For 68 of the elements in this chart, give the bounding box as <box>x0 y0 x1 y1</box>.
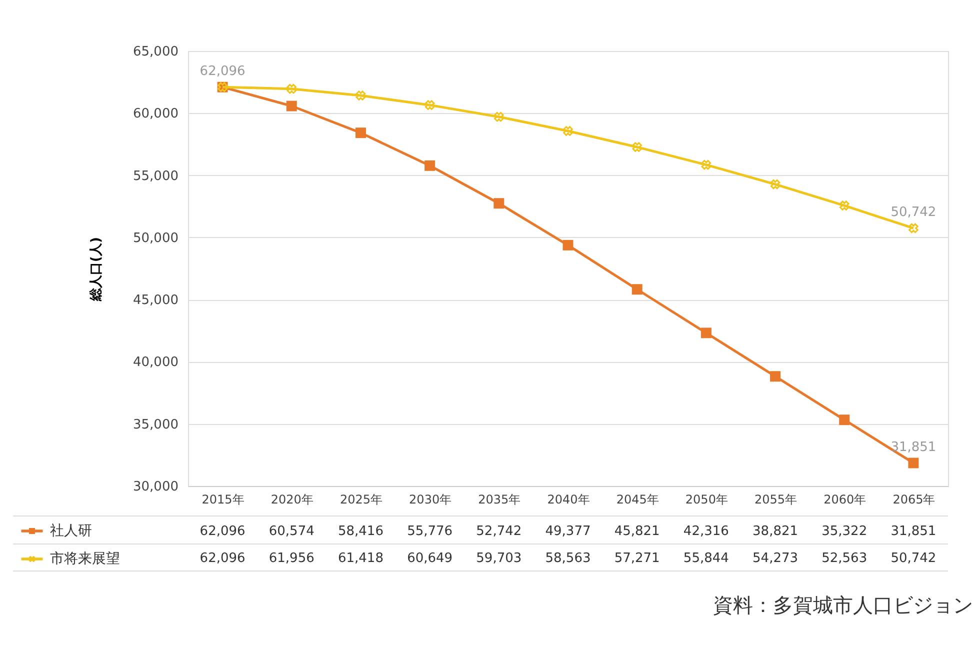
x-tick-label: 2020年 <box>270 492 314 506</box>
x-tick-label: 2065年 <box>892 492 936 506</box>
point <box>632 284 642 295</box>
y-tick-label: 45,000 <box>133 293 178 308</box>
x-tick-label: 2025年 <box>340 492 382 506</box>
x-tick-label: 2050年 <box>685 492 728 506</box>
x-tick-label: 2015年 <box>202 492 244 506</box>
data-label: 60,574 <box>268 524 314 539</box>
point <box>356 90 366 100</box>
point <box>286 84 297 94</box>
y-tick-label: 65,000 <box>133 44 178 60</box>
text: 資料：多賀城市人口ビジョン <box>713 593 973 617</box>
x-tick-label: 2035年 <box>478 492 521 506</box>
x-tick-label: 2045年 <box>616 492 659 506</box>
data-label: 35,322 <box>822 524 868 539</box>
point <box>770 179 780 190</box>
annotation: 50,742 <box>890 205 936 220</box>
point <box>632 142 642 152</box>
point <box>355 128 366 138</box>
x-tick-label: 2060年 <box>824 492 866 506</box>
legend-label: 社人研 <box>50 523 92 539</box>
point <box>839 414 850 426</box>
data-label: 49,377 <box>545 524 591 539</box>
point <box>494 112 504 122</box>
point <box>286 100 297 112</box>
data-label: 52,563 <box>822 551 868 566</box>
y-tick-label: 60,000 <box>133 106 178 122</box>
y-axis-title: 総人口(人) <box>89 237 104 302</box>
point <box>424 100 435 110</box>
data-label: 38,821 <box>752 524 798 539</box>
y-tick-label: 40,000 <box>133 355 178 370</box>
data-label: 57,271 <box>614 551 660 566</box>
annotation: 62,096 <box>200 64 246 80</box>
y-tick-label: 50,000 <box>133 230 178 246</box>
point <box>839 200 850 210</box>
point <box>563 126 573 136</box>
point <box>701 160 712 170</box>
annotation: 31,851 <box>890 440 936 455</box>
y-tick-label: 35,000 <box>133 417 178 432</box>
point <box>770 371 781 382</box>
point <box>424 160 436 171</box>
x-tick-label: 2030年 <box>409 492 452 506</box>
data-label: 58,563 <box>545 551 591 566</box>
data-label: 61,418 <box>338 551 384 566</box>
data-label: 61,956 <box>268 551 314 566</box>
data-label: 52,742 <box>476 524 522 539</box>
y-tick-label: 30,000 <box>133 480 178 494</box>
point <box>494 198 504 209</box>
legend-label: 市将来展望 <box>50 551 120 567</box>
data-label: 55,844 <box>683 551 729 566</box>
y-tick-label: 55,000 <box>133 168 178 184</box>
point <box>908 458 919 468</box>
point <box>700 328 712 338</box>
data-label: 31,851 <box>890 524 936 539</box>
data-label: 59,703 <box>476 551 522 566</box>
data-label: 54,273 <box>752 551 798 566</box>
x-tick-label: 2040年 <box>547 492 590 506</box>
x-tick-label: 2055年 <box>754 492 798 506</box>
data-label: 42,316 <box>683 524 729 539</box>
data-label: 60,649 <box>407 551 453 566</box>
data-label: 62,096 <box>200 551 246 566</box>
data-label: 45,821 <box>614 524 660 539</box>
point <box>908 223 918 234</box>
data-label: 58,416 <box>338 524 384 539</box>
data-label: 55,776 <box>407 524 453 539</box>
point <box>562 240 574 250</box>
data-label: 50,742 <box>890 551 936 566</box>
data-label: 62,096 <box>200 524 246 539</box>
